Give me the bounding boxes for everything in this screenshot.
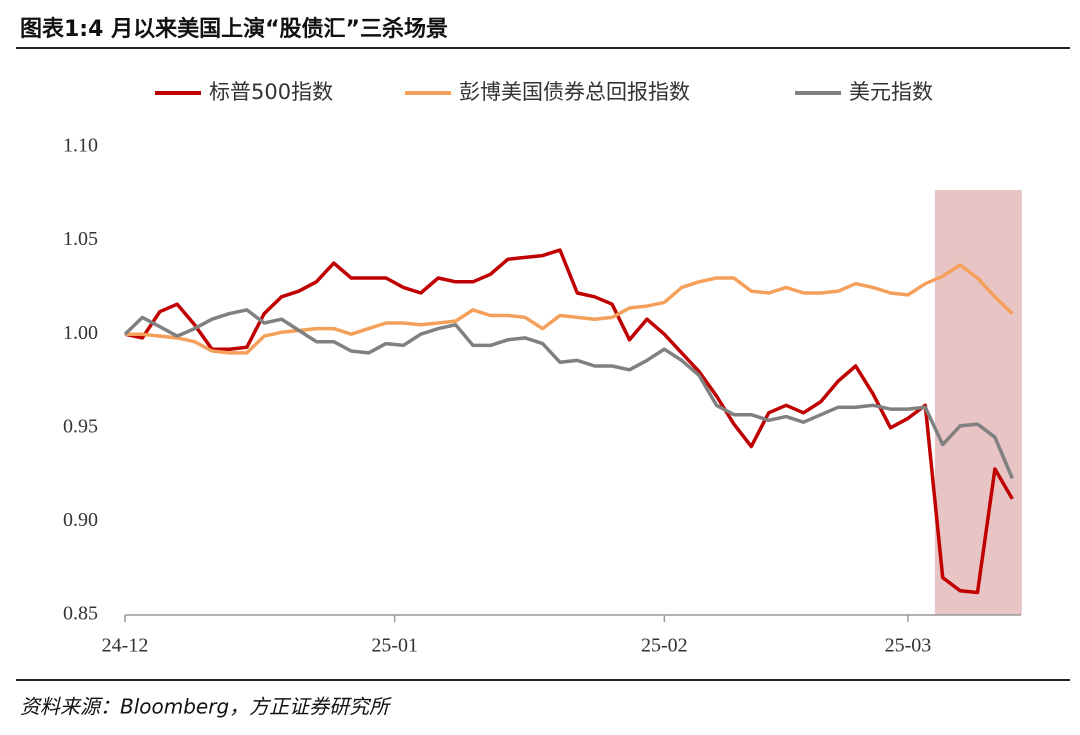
x-tick-label: 25-03 — [885, 635, 932, 657]
legend-label: 标普500指数 — [209, 80, 333, 104]
y-tick-label: 0.85 — [63, 603, 98, 625]
series-line — [125, 263, 1014, 355]
x-tick-label: 25-02 — [641, 635, 688, 657]
y-tick-label: 1.05 — [63, 228, 98, 250]
y-tick-label: 1.00 — [63, 322, 98, 344]
legend-label: 彭博美国债券总回报指数 — [459, 80, 690, 104]
legend-label: 美元指数 — [849, 80, 933, 104]
page-title: 图表1:4 月以来美国上演“股债汇”三杀场景 — [20, 16, 448, 42]
x-tick-label: 25-01 — [371, 635, 418, 657]
y-tick-label: 0.95 — [63, 415, 98, 437]
x-tick-label: 24-12 — [102, 635, 149, 657]
y-tick-label: 1.10 — [63, 135, 98, 157]
series-line — [124, 248, 1014, 595]
series-line — [123, 308, 1014, 479]
highlight-band — [934, 190, 1022, 615]
y-tick-label: 0.90 — [63, 509, 98, 531]
source: 资料来源：Bloomberg，方正证券研究所 — [20, 695, 392, 719]
